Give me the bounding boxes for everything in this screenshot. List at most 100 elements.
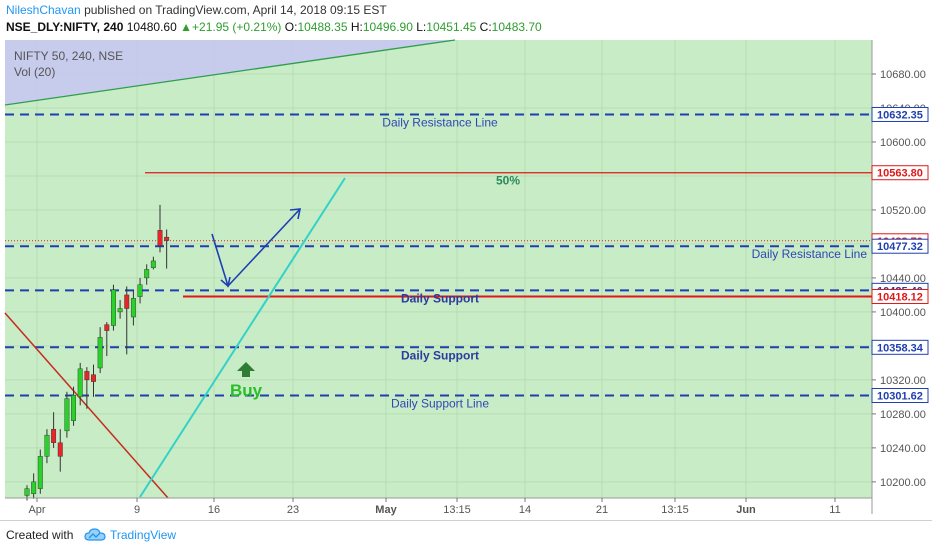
candle[interactable]: [77, 362, 83, 406]
time-axis-label: 9: [134, 504, 140, 516]
legend-instrument: NIFTY 50, 240, NSE: [14, 49, 123, 63]
price-tag-label: 10358.34: [877, 342, 924, 354]
candle[interactable]: [57, 429, 63, 472]
up-arrow-icon: ▲: [180, 20, 193, 34]
candle[interactable]: [84, 367, 90, 409]
candle-body: [24, 488, 30, 496]
price-tag-box: [871, 339, 929, 355]
buy-label: Buy: [230, 381, 263, 400]
tradingview-brand[interactable]: TradingView: [110, 528, 177, 542]
created-with-text: Created with: [6, 528, 74, 542]
candle-body: [97, 337, 103, 369]
candle-body: [64, 398, 70, 432]
low-label: L:: [416, 20, 427, 34]
price-axis-label: 10520.00: [880, 205, 926, 217]
candle-body: [91, 374, 96, 382]
legend-indicator: Vol (20): [14, 65, 55, 79]
footer: Created with TradingView: [0, 520, 932, 551]
tradingview-cloud-icon: [84, 528, 106, 541]
cyan-trend-line[interactable]: [139, 177, 346, 498]
price-axis-label: 10240.00: [880, 443, 926, 455]
candle[interactable]: [37, 449, 43, 494]
candle[interactable]: [150, 256, 156, 270]
price-tag: 10632.35: [871, 106, 929, 122]
candle[interactable]: [110, 284, 116, 331]
close-value: 10483.70: [491, 20, 542, 34]
candle-body: [44, 434, 50, 457]
candle-body: [164, 236, 170, 241]
buy-arrow-icon: [237, 362, 255, 377]
price-tag: 10301.62: [871, 388, 929, 404]
price-axis-label: 10280.00: [880, 409, 926, 421]
candle[interactable]: [144, 264, 150, 285]
published-text: published on TradingView.com, April 14, …: [84, 3, 387, 17]
level-label: Daily Support: [401, 292, 479, 306]
candle[interactable]: [137, 277, 143, 304]
price-axis-label: 10440.00: [880, 273, 926, 285]
price-tag-box: [871, 165, 929, 181]
level-label: Daily Support: [401, 348, 479, 362]
level-label: 50%: [496, 174, 520, 188]
time-axis-label: 23: [287, 504, 299, 516]
candle[interactable]: [64, 391, 70, 438]
price-axis-label: 10600.00: [880, 137, 926, 149]
price-tag: 10563.80: [871, 165, 929, 181]
candle-body: [51, 428, 57, 443]
symbol-label: NSE_DLY:NIFTY, 240: [6, 20, 124, 34]
candle[interactable]: [91, 364, 96, 397]
candle[interactable]: [164, 229, 170, 269]
candle-body: [150, 260, 156, 268]
price-tag-label: 10418.12: [877, 292, 923, 304]
high-value: 10496.90: [362, 20, 413, 34]
time-axis-label: 21: [596, 504, 608, 516]
green-trend-line: [4, 39, 456, 106]
candle[interactable]: [117, 300, 123, 319]
price-tag-box: [871, 289, 929, 305]
candle-body: [37, 456, 43, 489]
time-axis-label: May: [375, 504, 397, 516]
last-price: 10480.60: [126, 20, 177, 34]
author-link[interactable]: NileshChavan: [6, 3, 81, 17]
candle[interactable]: [130, 289, 136, 326]
arrow-head-down: [220, 276, 231, 288]
candle-body: [57, 442, 63, 457]
close-label: C:: [479, 20, 492, 34]
plot-area: [5, 40, 872, 498]
price-tag-label: 10301.62: [877, 391, 923, 403]
candle[interactable]: [97, 327, 103, 374]
open-value: 10488.35: [297, 20, 348, 34]
high-label: H:: [350, 20, 363, 34]
time-axis-label: 14: [519, 504, 531, 516]
time-axis-label: 13:15: [443, 504, 471, 516]
price-chart[interactable]: Daily Resistance Line 50% Daily Resistance…: [0, 0, 932, 520]
price-change: +21.95 (+0.21%): [192, 20, 282, 34]
candle-body: [137, 284, 143, 297]
candle[interactable]: [104, 322, 110, 357]
candle[interactable]: [51, 412, 57, 448]
candle-body: [77, 368, 83, 398]
level-label: Daily Resistance Line: [382, 115, 498, 129]
candle[interactable]: [31, 473, 37, 499]
price-tag-label: 10632.35: [877, 109, 923, 121]
candle[interactable]: [44, 429, 50, 464]
candle-body: [104, 324, 110, 331]
candle-body: [84, 371, 90, 381]
open-label: O:: [284, 20, 298, 34]
price-tag: 10418.12: [871, 289, 929, 305]
price-tag-box: [871, 238, 929, 254]
candle[interactable]: [71, 386, 77, 426]
price-tag-box: [871, 388, 929, 404]
time-axis-label: 13:15: [661, 504, 689, 516]
price-axis-label: 10680.00: [880, 69, 926, 81]
candle-body: [157, 230, 163, 246]
level-label: Daily Support Line: [391, 397, 489, 411]
candle[interactable]: [157, 204, 163, 253]
price-axis-label: 10400.00: [880, 307, 926, 319]
time-axis-label: 16: [208, 504, 220, 516]
candle[interactable]: [124, 286, 130, 355]
price-axis-label: 10200.00: [880, 477, 926, 489]
price-tag-label: 10563.80: [877, 168, 923, 180]
candle-body: [130, 298, 136, 318]
price-tag-box: [871, 106, 929, 122]
time-axis-label: Jun: [736, 504, 756, 516]
